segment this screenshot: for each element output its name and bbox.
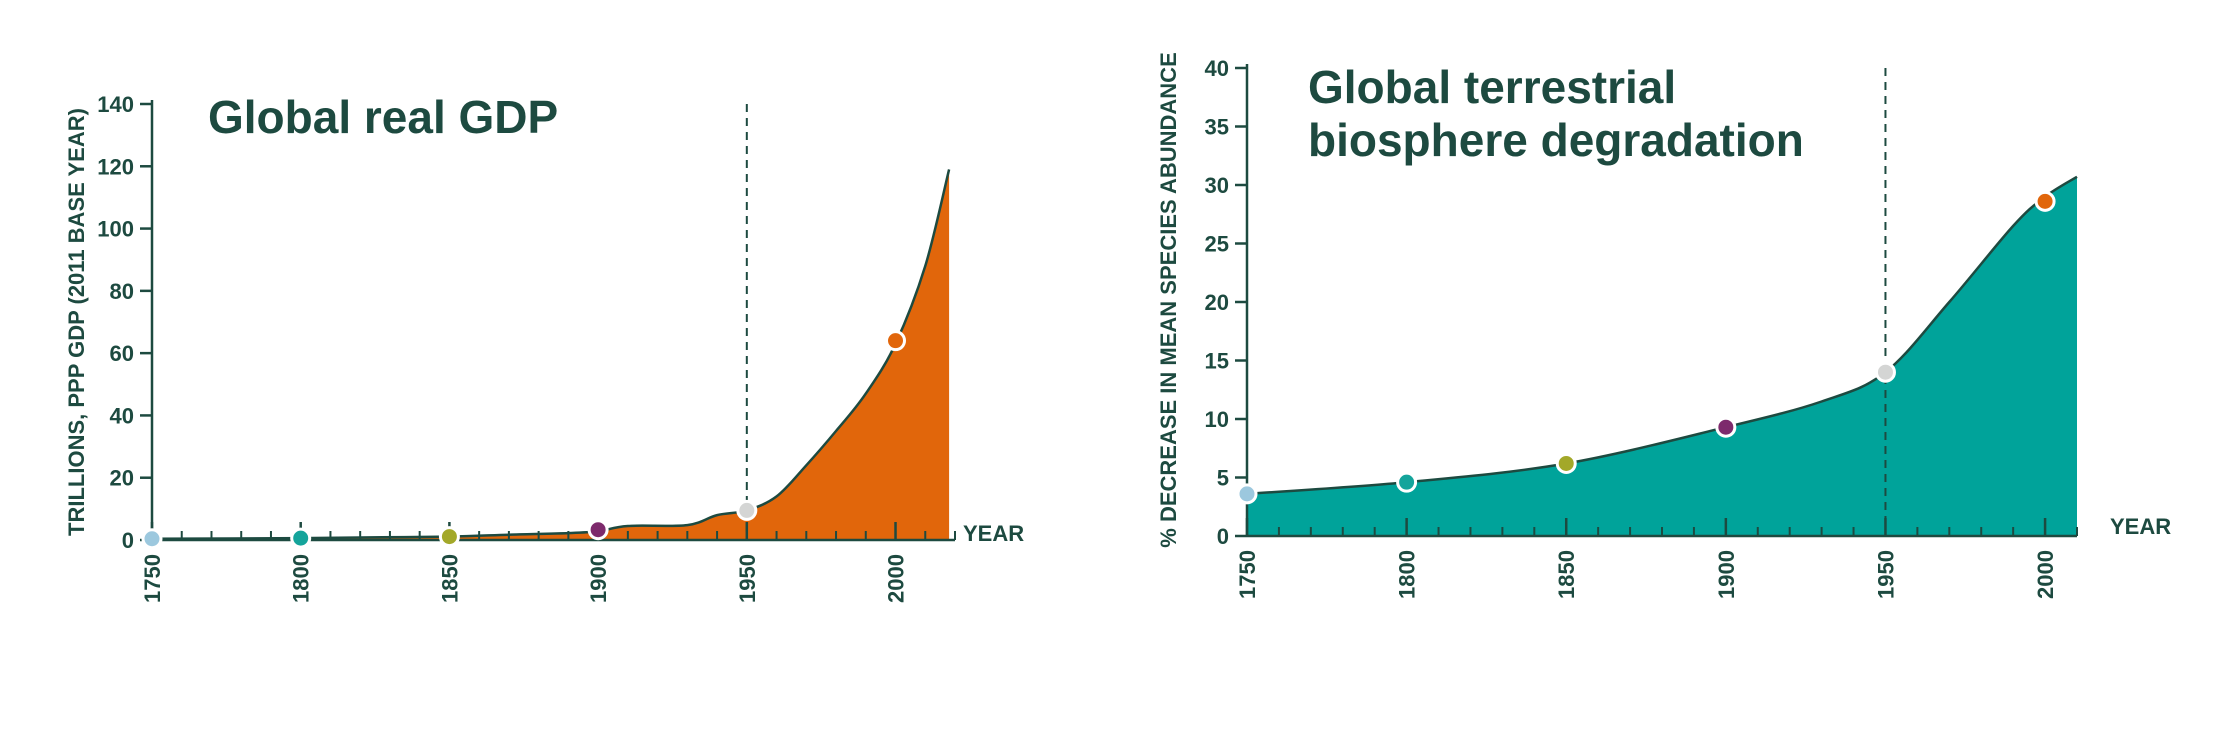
bio-x-tick-label: 1750 [1235, 550, 1260, 599]
bio-y-tick-label: 5 [1217, 466, 1229, 491]
biosphere-area-series [1247, 176, 2077, 537]
gdp-chart: 0 20 40 60 80 100 120 140 1750 1800 1850 1900 1950 20… [64, 91, 1024, 603]
bio-x-tick-label: 1850 [1554, 550, 1579, 599]
gdp-y-axis-label: TRILLIONS, PPP GDP (2011 BASE YEAR) [64, 108, 89, 536]
gdp-marker-2000 [885, 330, 907, 352]
gdp-y-tick-label: 120 [97, 154, 134, 179]
bio-y-tick-label: 30 [1205, 173, 1229, 198]
gdp-line-series [151, 169, 951, 541]
bio-marker-1800 [1396, 471, 1418, 493]
gdp-area-series [152, 169, 950, 540]
gdp-marker-1950 [736, 499, 758, 521]
biosphere-chart-title-line-2: biosphere degradation [1308, 114, 1804, 166]
bio-marker-2000 [2034, 190, 2056, 212]
gdp-x-tick-label: 1900 [586, 554, 611, 603]
bio-marker-1900 [1715, 416, 1737, 438]
biosphere-chart: 0 5 10 15 20 25 30 35 40 1750 1800 1850 1900 1950 2000… [1156, 52, 2171, 599]
gdp-y-tick-label: 80 [110, 279, 134, 304]
bio-x-tick-label: 1900 [1714, 550, 1739, 599]
biosphere-line-series [1246, 175, 2078, 496]
biosphere-markers [1236, 190, 2056, 505]
gdp-marker-1800 [290, 527, 312, 549]
bio-y-tick-label: 35 [1205, 115, 1229, 140]
biosphere-x-axis-label: YEAR [2110, 514, 2171, 539]
bio-y-tick-label: 40 [1205, 56, 1229, 81]
gdp-marker-1900 [587, 519, 609, 541]
biosphere-y-axis-label: % DECREASE IN MEAN SPECIES ABUNDANCE [1156, 52, 1181, 547]
bio-marker-1850 [1555, 452, 1577, 474]
bio-y-tick-label: 25 [1205, 232, 1229, 257]
gdp-x-tick-label: 1800 [289, 554, 314, 603]
bio-y-tick-label: 15 [1205, 349, 1229, 374]
gdp-markers [141, 330, 907, 550]
bio-x-tick-label: 1800 [1395, 550, 1420, 599]
bio-x-tick-label: 1950 [1873, 550, 1898, 599]
gdp-marker-1850 [438, 526, 460, 548]
biosphere-axes: 0 5 10 15 20 25 30 35 40 1750 1800 1850 1900 1950 2000 [1205, 56, 2078, 599]
gdp-x-tick-label: 1750 [140, 554, 165, 603]
gdp-axes: 0 20 40 60 80 100 120 140 1750 1800 1850 1900 1950 20… [97, 92, 956, 603]
gdp-y-tick-label: 140 [97, 92, 134, 117]
bio-marker-1950 [1874, 361, 1896, 383]
biosphere-chart-title-line-1: Global terrestrial [1308, 61, 1676, 113]
gdp-x-tick-label: 1950 [735, 554, 760, 603]
gdp-x-tick-label: 2000 [884, 554, 909, 603]
gdp-y-tick-label: 20 [110, 466, 134, 491]
gdp-x-axis-label: YEAR [963, 521, 1024, 546]
bio-marker-1750 [1236, 483, 1258, 505]
gdp-chart-title: Global real GDP [208, 91, 558, 143]
gdp-y-tick-label: 0 [122, 528, 134, 553]
bio-y-tick-label: 20 [1205, 290, 1229, 315]
gdp-marker-1750 [141, 528, 163, 550]
bio-y-tick-label: 10 [1205, 407, 1229, 432]
gdp-y-tick-label: 100 [97, 217, 134, 242]
gdp-x-tick-label: 1850 [437, 554, 462, 603]
gdp-y-tick-label: 60 [110, 341, 134, 366]
bio-y-tick-label: 0 [1217, 524, 1229, 549]
gdp-y-tick-label: 40 [110, 403, 134, 428]
bio-x-tick-label: 2000 [2033, 550, 2058, 599]
